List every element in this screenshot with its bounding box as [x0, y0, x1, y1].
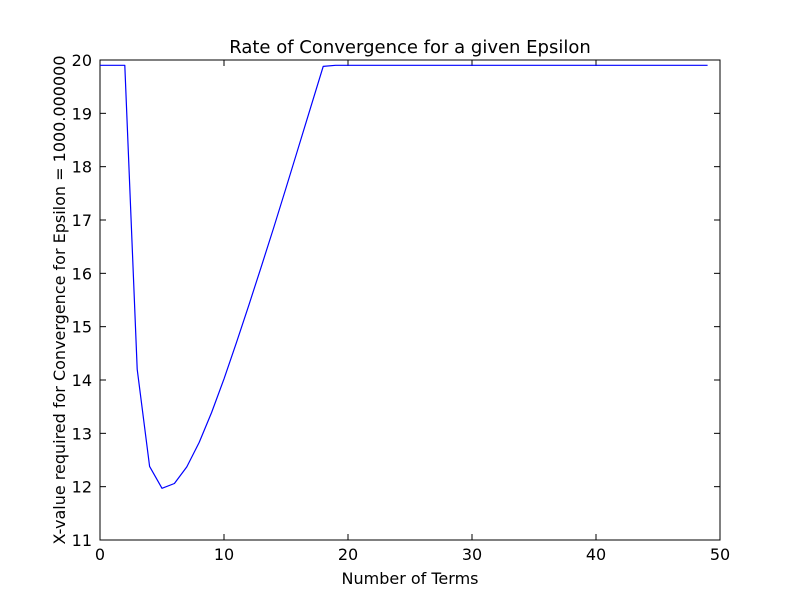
plot-area [99, 59, 721, 541]
x-tick-label: 30 [462, 545, 482, 564]
series-group [100, 64, 708, 489]
y-tick-label: 14 [72, 371, 92, 390]
y-tick-label: 13 [72, 424, 92, 443]
x-tick-label: 10 [214, 545, 234, 564]
y-tick-label: 16 [72, 264, 92, 283]
x-tick-labels: 0 10 20 30 40 50 [95, 545, 730, 564]
y-tick-label: 20 [72, 51, 92, 70]
y-tick-labels: 11 12 13 14 15 16 17 18 19 20 [72, 51, 92, 550]
y-tick-label: 17 [72, 211, 92, 230]
x-tick-label: 20 [338, 545, 358, 564]
y-tick-label: 15 [72, 318, 92, 337]
y-tick-label: 18 [72, 158, 92, 177]
x-tick-label: 40 [586, 545, 606, 564]
chart-title: Rate of Convergence for a given Epsilon [229, 37, 591, 58]
x-tick-label: 50 [710, 545, 730, 564]
y-axis-label: X-value required for Convergence for Eps… [50, 55, 69, 544]
x-tick-label: 0 [95, 545, 105, 564]
x-axis-label: Number of Terms [342, 569, 479, 588]
series-line [100, 64, 708, 489]
axis-ticks [99, 59, 721, 541]
y-tick-label: 12 [72, 478, 92, 497]
y-tick-label: 11 [72, 531, 92, 550]
y-tick-label: 19 [72, 104, 92, 123]
